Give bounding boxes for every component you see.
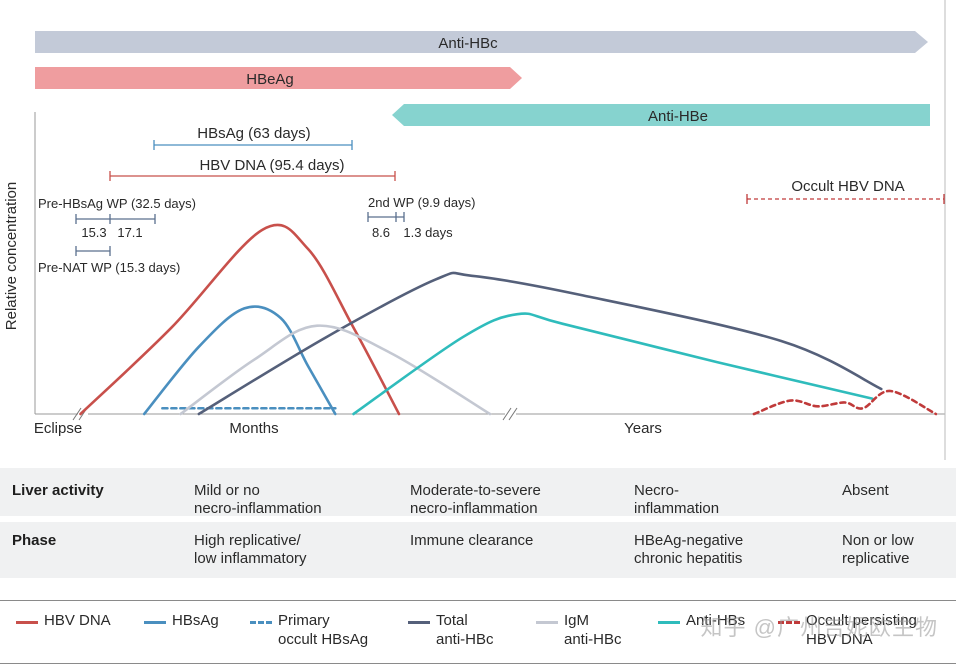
pre-nat-wp-label: Pre-NAT WP (15.3 days) <box>38 260 180 275</box>
cell-phase-4: Non or low replicative <box>842 532 914 567</box>
second-wp-label: 2nd WP (9.9 days) <box>368 195 475 210</box>
occult-hbv-dna-label: Occult HBV DNA <box>791 178 904 195</box>
hbsag-period-label: HBsAg (63 days) <box>197 125 310 142</box>
pre-hbsag-split-b: 17.1 <box>117 225 142 240</box>
series-line-total-anti-hbc <box>197 271 883 416</box>
legend-swatch-occult-dna <box>778 621 800 624</box>
pre-nat-wp-bracket <box>75 246 111 256</box>
hbeag-arrow <box>35 67 522 89</box>
series-line-igm-anti-hbc <box>179 324 492 416</box>
second-wp-bracket <box>367 212 405 222</box>
anti-hbe-arrow-label: Anti-HBe <box>648 108 708 125</box>
series-line-hbsag <box>142 305 337 416</box>
cell-liver-2: Moderate-to-severe necro-inflammation <box>410 482 541 517</box>
cell-phase-2: Immune clearance <box>410 532 534 549</box>
x-tick-years: Years <box>624 420 662 437</box>
legend-label-anti-hbs: Anti-HBs <box>686 612 746 629</box>
pre-hbsag-wp-label: Pre-HBsAg WP (32.5 days) <box>38 196 196 211</box>
anti-hbe-arrow <box>392 104 930 126</box>
hbv-dna-period-bracket <box>109 171 396 181</box>
hbeag-arrow-label: HBeAg <box>246 71 294 88</box>
hbv-dna-period-label: HBV DNA (95.4 days) <box>199 157 344 174</box>
legend-swatch-primary-occult <box>250 621 272 624</box>
legend-label-primary-occult: Primary occult HBsAg <box>278 612 369 648</box>
pre-hbsag-split-a: 15.3 <box>81 225 106 240</box>
x-tick-months: Months <box>229 420 278 437</box>
legend-swatch-hbv-dna <box>16 621 38 624</box>
cell-liver-1: Mild or no necro-inflammation <box>194 482 322 517</box>
legend-label-hbv-dna: HBV DNA <box>44 612 111 629</box>
chart-canvas: Anti-HBc HBeAg Anti-HBe Relative concent… <box>3 0 946 460</box>
anti-hbc-arrow-label: Anti-HBc <box>438 35 498 52</box>
legend-swatch-igm-anti-hbc <box>536 621 558 624</box>
cell-liver-3: Necro- inflammation <box>634 482 720 517</box>
series-line-occult-dna <box>752 389 938 416</box>
pre-hbsag-wp-bracket <box>75 214 156 224</box>
axis-break-2 <box>502 407 518 421</box>
legend-label-total-anti-hbc: Total anti-HBc <box>436 612 494 648</box>
row-liver-activity: Liver activity Mild or no necro-inflamma… <box>0 468 956 517</box>
anti-hbc-arrow <box>35 31 928 53</box>
series-line-hbv-dna <box>79 223 401 416</box>
row-header-phase: Phase <box>12 532 57 549</box>
legend-label-igm-anti-hbc: IgM anti-HBc <box>564 612 622 648</box>
row-phase: Phase High replicative/ low inflammatory… <box>0 522 956 578</box>
series-layer <box>79 223 938 416</box>
occult-hbv-dna-bracket <box>746 194 945 204</box>
cell-liver-4: Absent <box>842 482 889 499</box>
legend-swatch-total-anti-hbc <box>408 621 430 624</box>
second-wp-split-b: 1.3 days <box>403 225 453 240</box>
row-header-liver-activity: Liver activity <box>12 482 104 499</box>
cell-phase-1: High replicative/ low inflammatory <box>194 532 307 567</box>
x-tick-eclipse: Eclipse <box>34 420 82 437</box>
legend-swatch-hbsag <box>144 621 166 624</box>
legend-label-hbsag: HBsAg <box>172 612 219 629</box>
legend-label-occult-dna: Occult persisting HBV DNA <box>806 612 917 648</box>
watermark: 知乎 @广州吉妮欧生物 <box>700 615 938 640</box>
legend-swatch-anti-hbs <box>658 621 680 624</box>
hbsag-period-bracket <box>153 140 353 150</box>
series-line-anti-hbs <box>352 312 874 416</box>
cell-phase-3: HBeAg-negative chronic hepatitis <box>634 532 744 567</box>
second-wp-split-a: 8.6 <box>372 225 390 240</box>
y-axis-label: Relative concentration <box>3 182 20 330</box>
